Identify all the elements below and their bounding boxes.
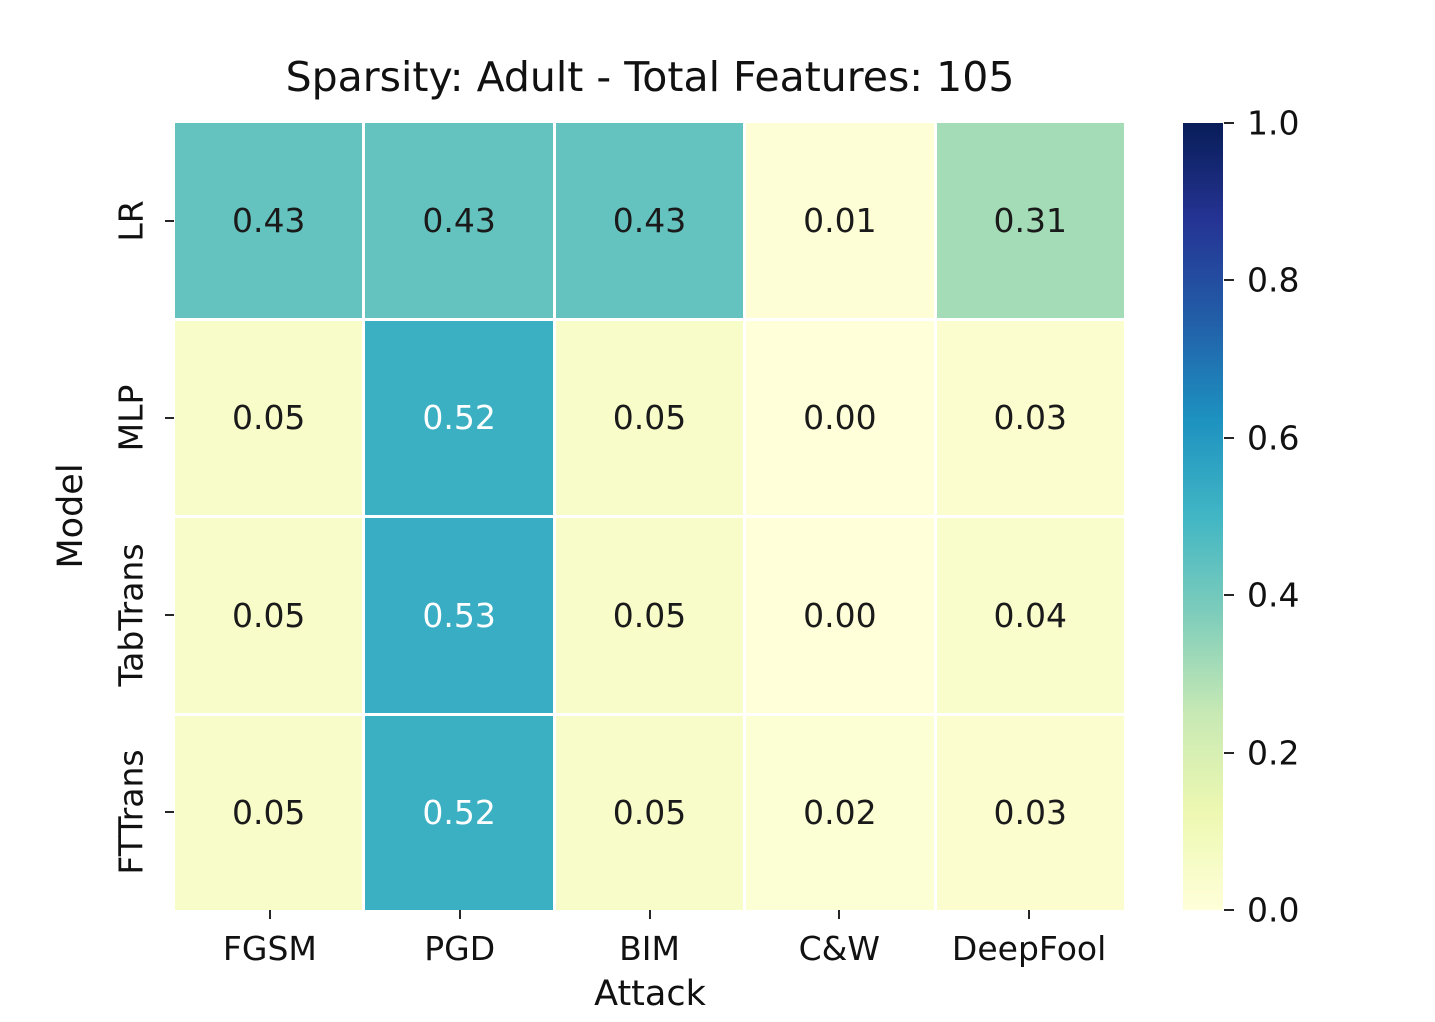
- colorbar-tick-mark: [1224, 909, 1234, 911]
- heatmap-cell-FTTrans-BIM: 0.05: [555, 715, 744, 910]
- x-tick-label-PGD: PGD: [424, 929, 496, 968]
- x-tick-label-FGSM: FGSM: [222, 929, 317, 968]
- x-tick-label-BIM: BIM: [619, 929, 680, 968]
- cell-value: 0.03: [993, 398, 1068, 438]
- cell-value: 0.05: [612, 595, 687, 635]
- chart-title: Sparsity: Adult - Total Features: 105: [285, 53, 1015, 101]
- x-axis-tick-mark: [268, 910, 271, 919]
- colorbar-tick-label-0.0: 0.0: [1247, 890, 1300, 930]
- heatmap-grid: 0.43 0.43 0.43 0.01 0.31 0.05 0.52 0.05 0.00 0.03…: [175, 123, 1124, 910]
- colorbar-tick-label-0.2: 0.2: [1247, 733, 1300, 773]
- heatmap-cell-LR-FGSM: 0.43: [175, 123, 363, 318]
- cell-value: 0.43: [422, 200, 496, 240]
- cell-value: 0.05: [231, 595, 306, 635]
- heatmap-cell-TabTrans-PGD: 0.53: [365, 518, 553, 713]
- cell-value: 0.31: [993, 200, 1068, 240]
- cell-value: 0.05: [612, 398, 687, 438]
- x-axis-title: Attack: [594, 974, 706, 1014]
- cell-value: 0.43: [231, 200, 306, 240]
- heatmap-cell-MLP-C&W: 0.00: [746, 320, 934, 515]
- colorbar-tick-mark: [1224, 751, 1234, 754]
- cell-value: 0.05: [612, 793, 687, 833]
- cell-value: 0.02: [803, 793, 877, 833]
- y-tick-label-FTTrans: FTTrans: [111, 749, 151, 875]
- heatmap-cell-FTTrans-FGSM: 0.05: [175, 715, 363, 910]
- heatmap-cell-LR-BIM: 0.43: [555, 123, 744, 318]
- colorbar-tick-mark: [1224, 436, 1234, 439]
- heatmap-cell-LR-DeepFool: 0.31: [936, 123, 1124, 318]
- y-tick-label-TabTrans: TabTrans: [111, 543, 151, 687]
- heatmap-cell-MLP-FGSM: 0.05: [175, 320, 363, 515]
- y-axis-tick-mark: [165, 417, 174, 420]
- heatmap-cell-TabTrans-C&W: 0.00: [746, 518, 934, 713]
- colorbar-gradient: [1183, 123, 1223, 910]
- cell-value: 0.05: [231, 398, 306, 438]
- colorbar-tick-mark: [1224, 279, 1234, 282]
- colorbar-tick-label-0.4: 0.4: [1247, 575, 1300, 615]
- x-tick-label-DeepFool: DeepFool: [951, 929, 1107, 968]
- heatmap-cell-MLP-DeepFool: 0.03: [936, 320, 1124, 515]
- heatmap-cell-MLP-BIM: 0.05: [555, 320, 744, 515]
- cell-value: 0.43: [612, 200, 687, 240]
- heatmap-cell-TabTrans-DeepFool: 0.04: [936, 518, 1124, 713]
- x-axis-tick-mark: [1028, 910, 1031, 919]
- cell-value: 0.04: [993, 595, 1068, 635]
- heatmap-cell-MLP-PGD: 0.52: [365, 320, 553, 515]
- heatmap-cell-TabTrans-BIM: 0.05: [555, 518, 744, 713]
- colorbar-tick-mark: [1224, 594, 1234, 597]
- cell-value: 0.00: [803, 595, 877, 635]
- colorbar-tick-label-0.8: 0.8: [1247, 260, 1300, 300]
- y-axis-tick-mark: [165, 220, 174, 223]
- cell-value: 0.05: [231, 793, 306, 833]
- y-axis-tick-mark: [165, 613, 174, 616]
- heatmap-cell-LR-C&W: 0.01: [746, 123, 934, 318]
- heatmap-cell-FTTrans-DeepFool: 0.03: [936, 715, 1124, 910]
- y-tick-label-MLP: MLP: [111, 384, 151, 452]
- colorbar-tick-label-1.0: 1.0: [1247, 103, 1300, 143]
- cell-value: 0.00: [803, 398, 877, 438]
- y-axis-tick-mark: [165, 810, 174, 813]
- heatmap-cell-TabTrans-FGSM: 0.05: [175, 518, 363, 713]
- colorbar-tick-mark: [1224, 122, 1234, 124]
- y-axis-title: Model: [51, 463, 91, 569]
- cell-value: 0.03: [993, 793, 1068, 833]
- x-axis-tick-mark: [838, 910, 841, 919]
- heatmap-cell-LR-PGD: 0.43: [365, 123, 553, 318]
- y-tick-label-LR: LR: [111, 200, 151, 243]
- colorbar-tick-label-0.6: 0.6: [1247, 418, 1300, 458]
- x-axis-tick-mark: [648, 910, 651, 919]
- cell-value: 0.52: [422, 398, 496, 438]
- x-axis-tick-mark: [458, 910, 461, 919]
- cell-value: 0.52: [422, 793, 496, 833]
- heatmap-cell-FTTrans-PGD: 0.52: [365, 715, 553, 910]
- cell-value: 0.01: [803, 200, 877, 240]
- cell-value: 0.53: [422, 595, 496, 635]
- x-tick-label-C&W: C&W: [798, 929, 880, 968]
- heatmap-cell-FTTrans-C&W: 0.02: [746, 715, 934, 910]
